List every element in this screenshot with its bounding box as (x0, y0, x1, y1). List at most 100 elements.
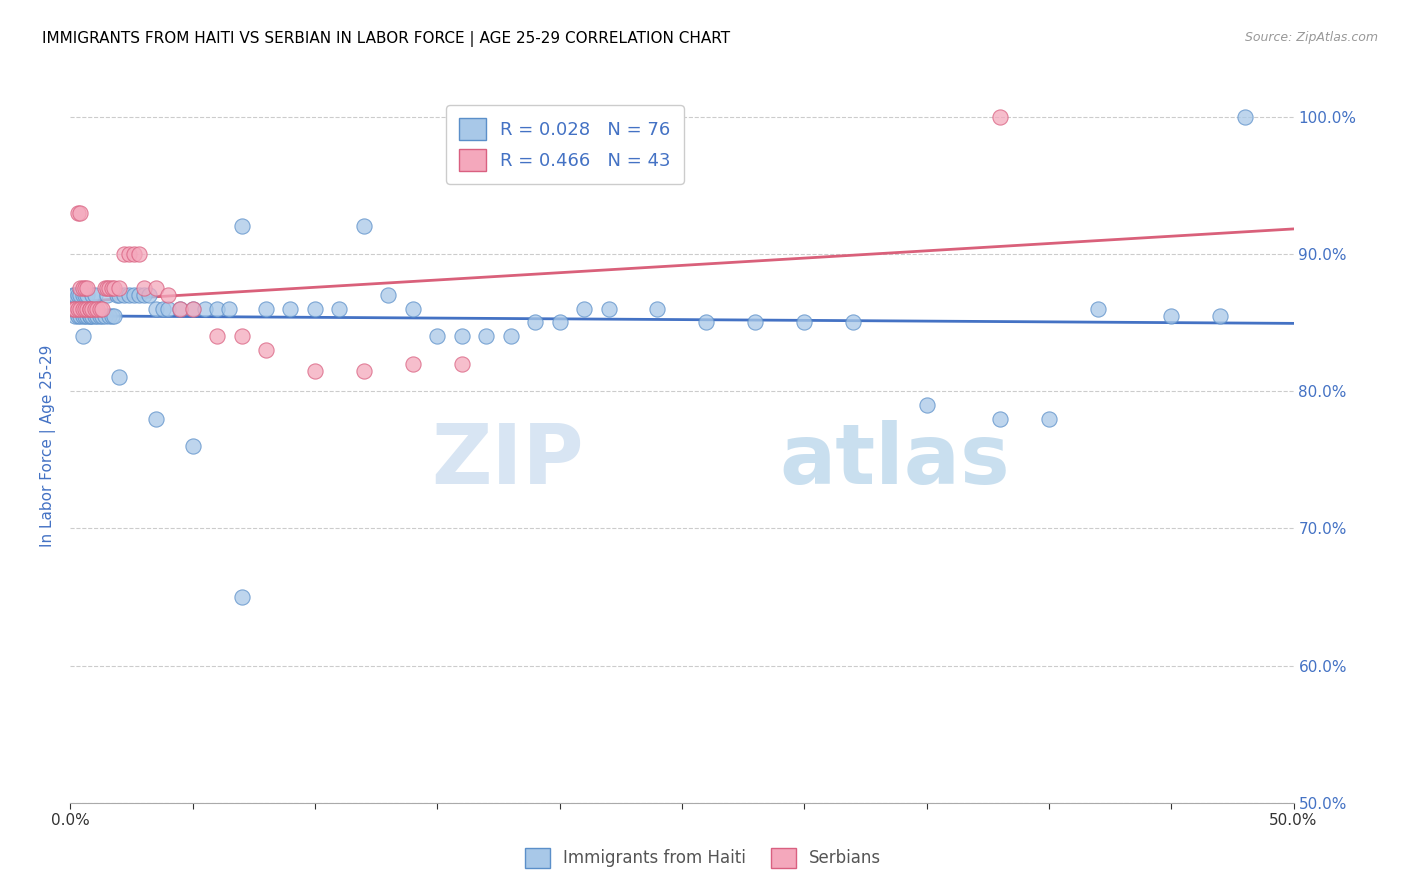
Point (304, 363, 326, 377)
Point (66, 205, 89, 219)
Text: ZIP: ZIP (432, 420, 583, 500)
Point (254, 301, 277, 316)
Point (353, 219, 375, 234)
Point (79, 301, 101, 316)
Point (793, 316, 815, 330)
Point (93, 309, 115, 323)
Point (83, 309, 105, 323)
Point (598, 301, 620, 316)
Point (988, 411, 1011, 425)
Point (63, 301, 86, 316)
Point (988, 110, 1011, 124)
Point (101, 281, 124, 295)
Point (66, 301, 89, 316)
Point (69, 288, 91, 302)
Point (122, 247, 145, 261)
Point (108, 288, 131, 302)
Point (73, 309, 96, 323)
Point (122, 288, 145, 302)
Point (96, 281, 118, 295)
Point (231, 590, 253, 604)
Point (72, 288, 94, 302)
Point (103, 309, 125, 323)
Point (108, 281, 131, 295)
Point (105, 288, 128, 302)
Point (132, 288, 155, 302)
Point (1038, 411, 1060, 425)
Point (93, 281, 115, 295)
Point (145, 281, 167, 295)
Text: Source: ZipAtlas.com: Source: ZipAtlas.com (1244, 31, 1378, 45)
Point (63, 309, 86, 323)
Point (181, 301, 204, 316)
Point (112, 247, 135, 261)
Point (98, 281, 121, 295)
Point (72, 309, 94, 323)
Point (647, 301, 669, 316)
Point (499, 329, 522, 343)
Point (450, 329, 472, 343)
Point (695, 316, 717, 330)
Point (82, 288, 104, 302)
Point (69, 281, 91, 295)
Legend: Immigrants from Haiti, Serbians: Immigrants from Haiti, Serbians (517, 841, 889, 875)
Point (744, 316, 766, 330)
Point (231, 219, 253, 234)
Point (402, 357, 425, 371)
Text: atlas: atlas (780, 420, 1011, 500)
Point (218, 301, 240, 316)
Point (66, 288, 89, 302)
Point (280, 301, 302, 316)
Point (157, 288, 180, 302)
Point (69, 301, 91, 316)
Point (1233, 110, 1256, 124)
Point (108, 370, 131, 384)
Y-axis label: In Labor Force | Age 25-29: In Labor Force | Age 25-29 (41, 345, 56, 547)
Point (96, 288, 118, 302)
Point (76, 301, 98, 316)
Point (89, 309, 111, 323)
Point (86, 301, 108, 316)
Point (1087, 301, 1109, 316)
Point (205, 329, 228, 343)
Point (91, 309, 114, 323)
Point (73, 301, 96, 316)
Point (79, 301, 101, 316)
Point (62, 301, 84, 316)
Point (475, 329, 498, 343)
Point (73, 281, 96, 295)
Point (145, 411, 167, 425)
Point (72, 281, 94, 295)
Point (79, 309, 101, 323)
Point (169, 301, 191, 316)
Point (72, 329, 94, 343)
Point (76, 309, 98, 323)
Point (152, 301, 174, 316)
Point (402, 301, 425, 316)
Point (86, 309, 108, 323)
Point (112, 288, 135, 302)
Legend: R = 0.028   N = 76, R = 0.466   N = 43: R = 0.028 N = 76, R = 0.466 N = 43 (446, 105, 683, 184)
Point (328, 301, 350, 316)
Point (72, 301, 94, 316)
Point (79, 309, 101, 323)
Point (548, 316, 571, 330)
Point (62, 288, 84, 302)
Point (145, 301, 167, 316)
Point (205, 301, 228, 316)
Point (842, 316, 865, 330)
Point (63, 288, 86, 302)
Point (157, 301, 180, 316)
Point (254, 343, 277, 357)
Point (66, 309, 89, 323)
Point (69, 205, 91, 219)
Point (1209, 309, 1232, 323)
Point (572, 301, 595, 316)
Point (524, 316, 547, 330)
Point (426, 329, 449, 343)
Point (82, 309, 104, 323)
Point (181, 439, 204, 453)
Point (89, 301, 111, 316)
Point (118, 288, 141, 302)
Point (103, 281, 125, 295)
